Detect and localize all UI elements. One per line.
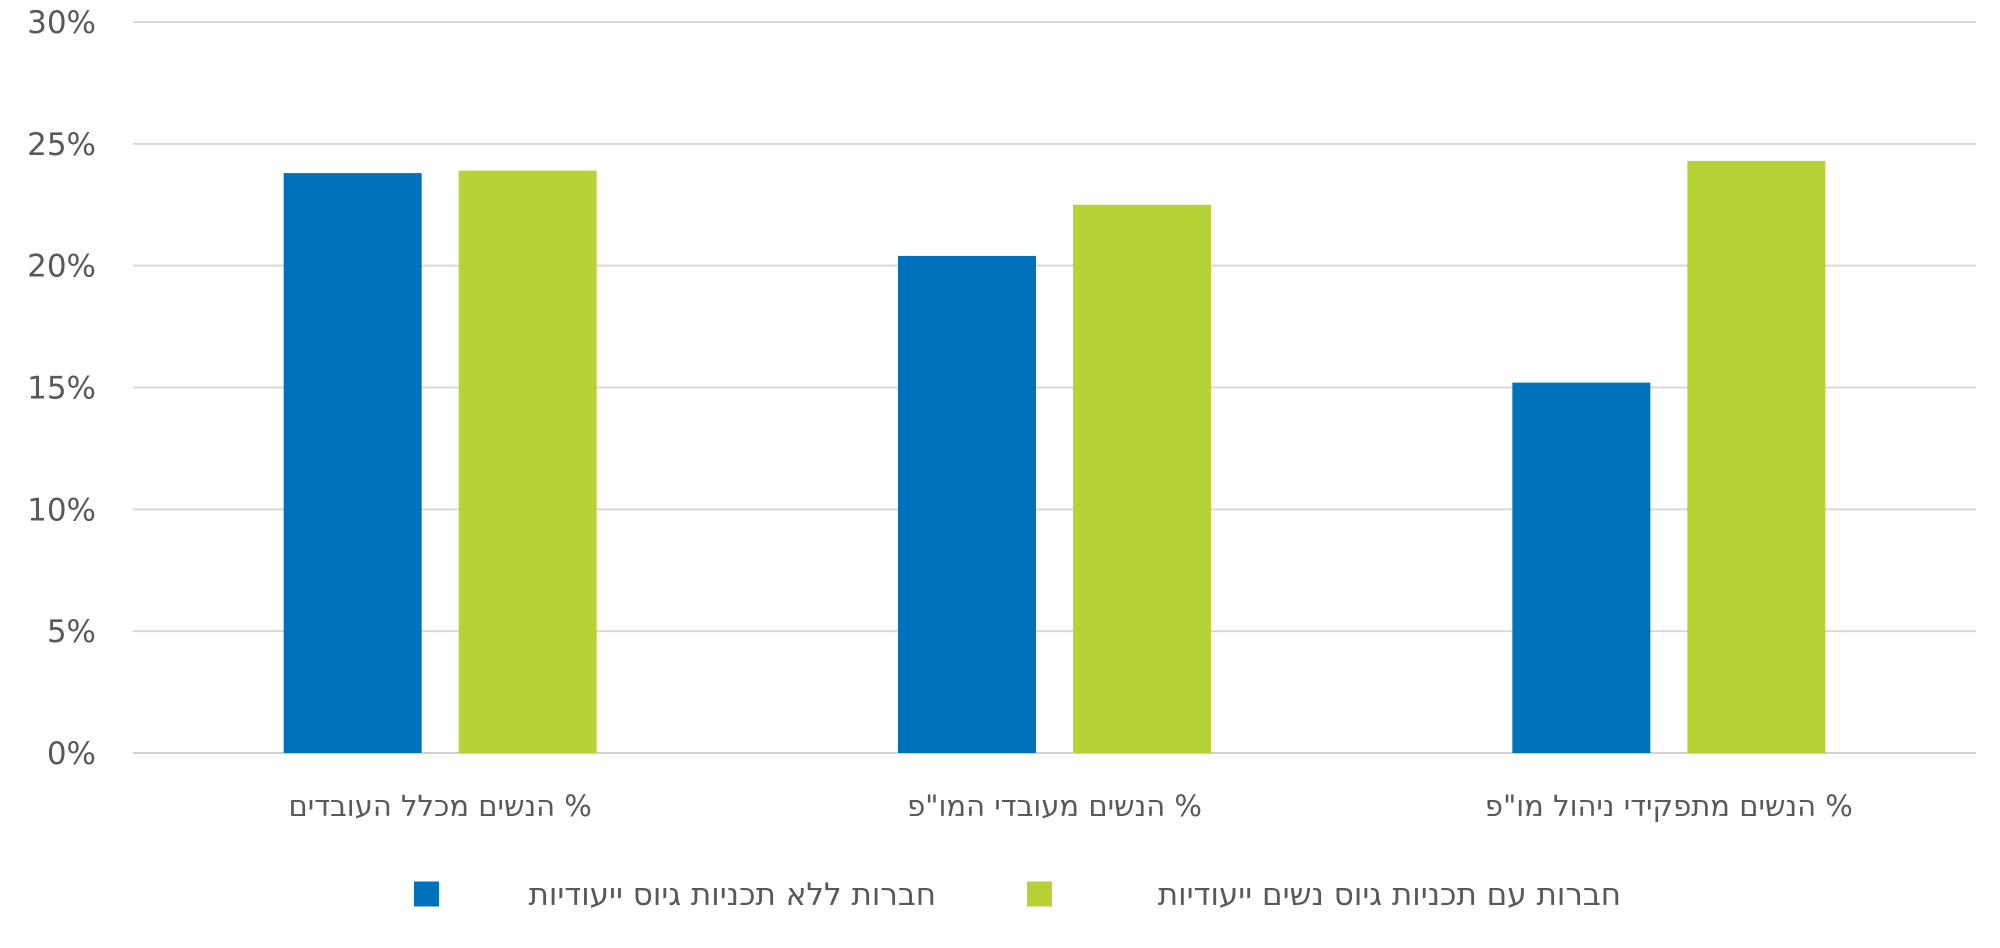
x-category-label: % הנשים מכלל העובדים	[288, 789, 591, 823]
y-tick-label: 0%	[47, 736, 96, 772]
bar-series-2-category-2	[1073, 204, 1211, 753]
y-tick-label: 20%	[27, 249, 96, 285]
bar-series-1-category-3	[1512, 382, 1651, 753]
legend-label: חברות עם תכניות גיוס נשים ייעודיות	[1158, 877, 1621, 913]
x-axis-category-labels: % הנשים מכלל העובדים % הנשים מעובדי המו"פ…	[288, 789, 1852, 823]
x-category-label: % הנשים מעובדי המו"פ	[907, 789, 1202, 823]
y-tick-label: 10%	[27, 492, 96, 528]
y-tick-label: 25%	[27, 127, 96, 163]
legend-swatch	[414, 881, 439, 907]
y-tick-label: 30%	[27, 5, 96, 41]
y-tick-label: 5%	[47, 614, 96, 650]
bars	[283, 160, 1826, 754]
gridlines	[133, 21, 1976, 754]
y-tick-label: 15%	[27, 371, 96, 407]
legend-swatch	[1027, 881, 1052, 907]
y-axis-ticks: 0% 5% 10% 15% 20% 25% 30%	[27, 5, 96, 772]
legend-item-series-1: חברות ללא תכניות גיוס ייעודיות	[414, 877, 936, 913]
bar-series-1-category-1	[283, 173, 422, 753]
bar-series-2-category-3	[1687, 160, 1826, 753]
legend: חברות עם תכניות גיוס נשים ייעודיות חברות …	[414, 877, 1621, 913]
bar-series-1-category-2	[898, 255, 1036, 754]
bar-series-2-category-1	[458, 170, 597, 754]
legend-item-series-2: חברות עם תכניות גיוס נשים ייעודיות	[1027, 877, 1621, 913]
x-category-label: % הנשים מתפקידי ניהול מו"פ	[1485, 789, 1853, 823]
legend-label: חברות ללא תכניות גיוס ייעודיות	[529, 877, 936, 913]
